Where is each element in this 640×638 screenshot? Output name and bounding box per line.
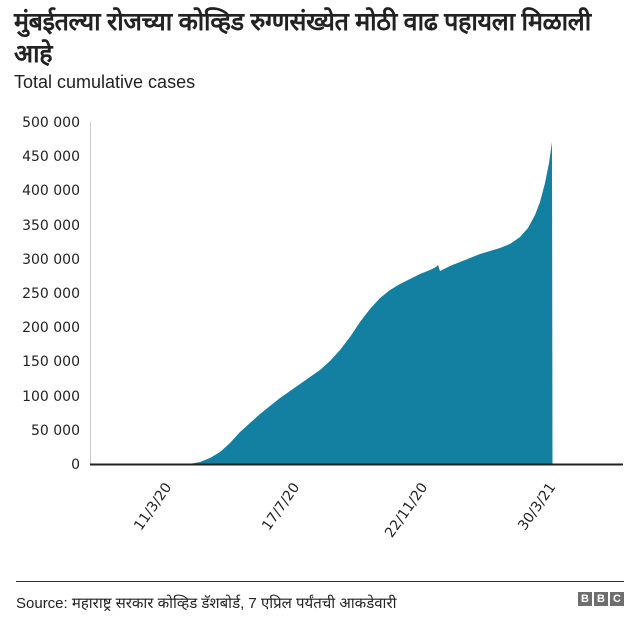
footer-divider xyxy=(16,581,624,582)
bbc-logo-letter: B xyxy=(594,592,608,606)
y-axis-ticks: 500 000 450 000 400 000 350 000 300 000 … xyxy=(22,115,80,473)
y-tick: 200 000 xyxy=(22,320,80,336)
chart-subtitle: Total cumulative cases xyxy=(14,72,196,92)
y-tick: 350 000 xyxy=(22,218,80,234)
x-tick: 17/7/20 xyxy=(259,480,303,533)
y-tick: 450 000 xyxy=(22,149,80,165)
area-chart: 500 000 450 000 400 000 350 000 300 000 … xyxy=(22,115,623,541)
y-tick: 300 000 xyxy=(22,252,80,268)
x-tick: 11/3/20 xyxy=(131,480,175,533)
x-axis-ticks: 11/3/20 17/7/20 22/11/20 30/3/21 xyxy=(131,480,559,541)
y-tick: 50 000 xyxy=(31,423,80,439)
y-tick: 150 000 xyxy=(22,354,80,370)
chart-title: मुंबईतल्या रोजच्या कोव्हिड रुग्णसंख्येत … xyxy=(14,8,591,68)
bbc-logo-letter: B xyxy=(578,592,592,606)
source-note: Source: महाराष्ट्र सरकार कोव्हिड डॅशबोर्… xyxy=(16,595,397,612)
bbc-logo-letter: C xyxy=(610,592,624,606)
y-tick: 0 xyxy=(71,457,80,473)
y-tick: 100 000 xyxy=(22,389,80,405)
y-tick: 250 000 xyxy=(22,286,80,302)
y-tick: 400 000 xyxy=(22,183,80,199)
x-tick: 30/3/21 xyxy=(515,480,559,533)
x-tick: 22/11/20 xyxy=(382,480,431,541)
bbc-logo: B B C xyxy=(578,592,624,606)
y-tick: 500 000 xyxy=(22,115,80,131)
cumulative-cases-area xyxy=(90,142,553,464)
